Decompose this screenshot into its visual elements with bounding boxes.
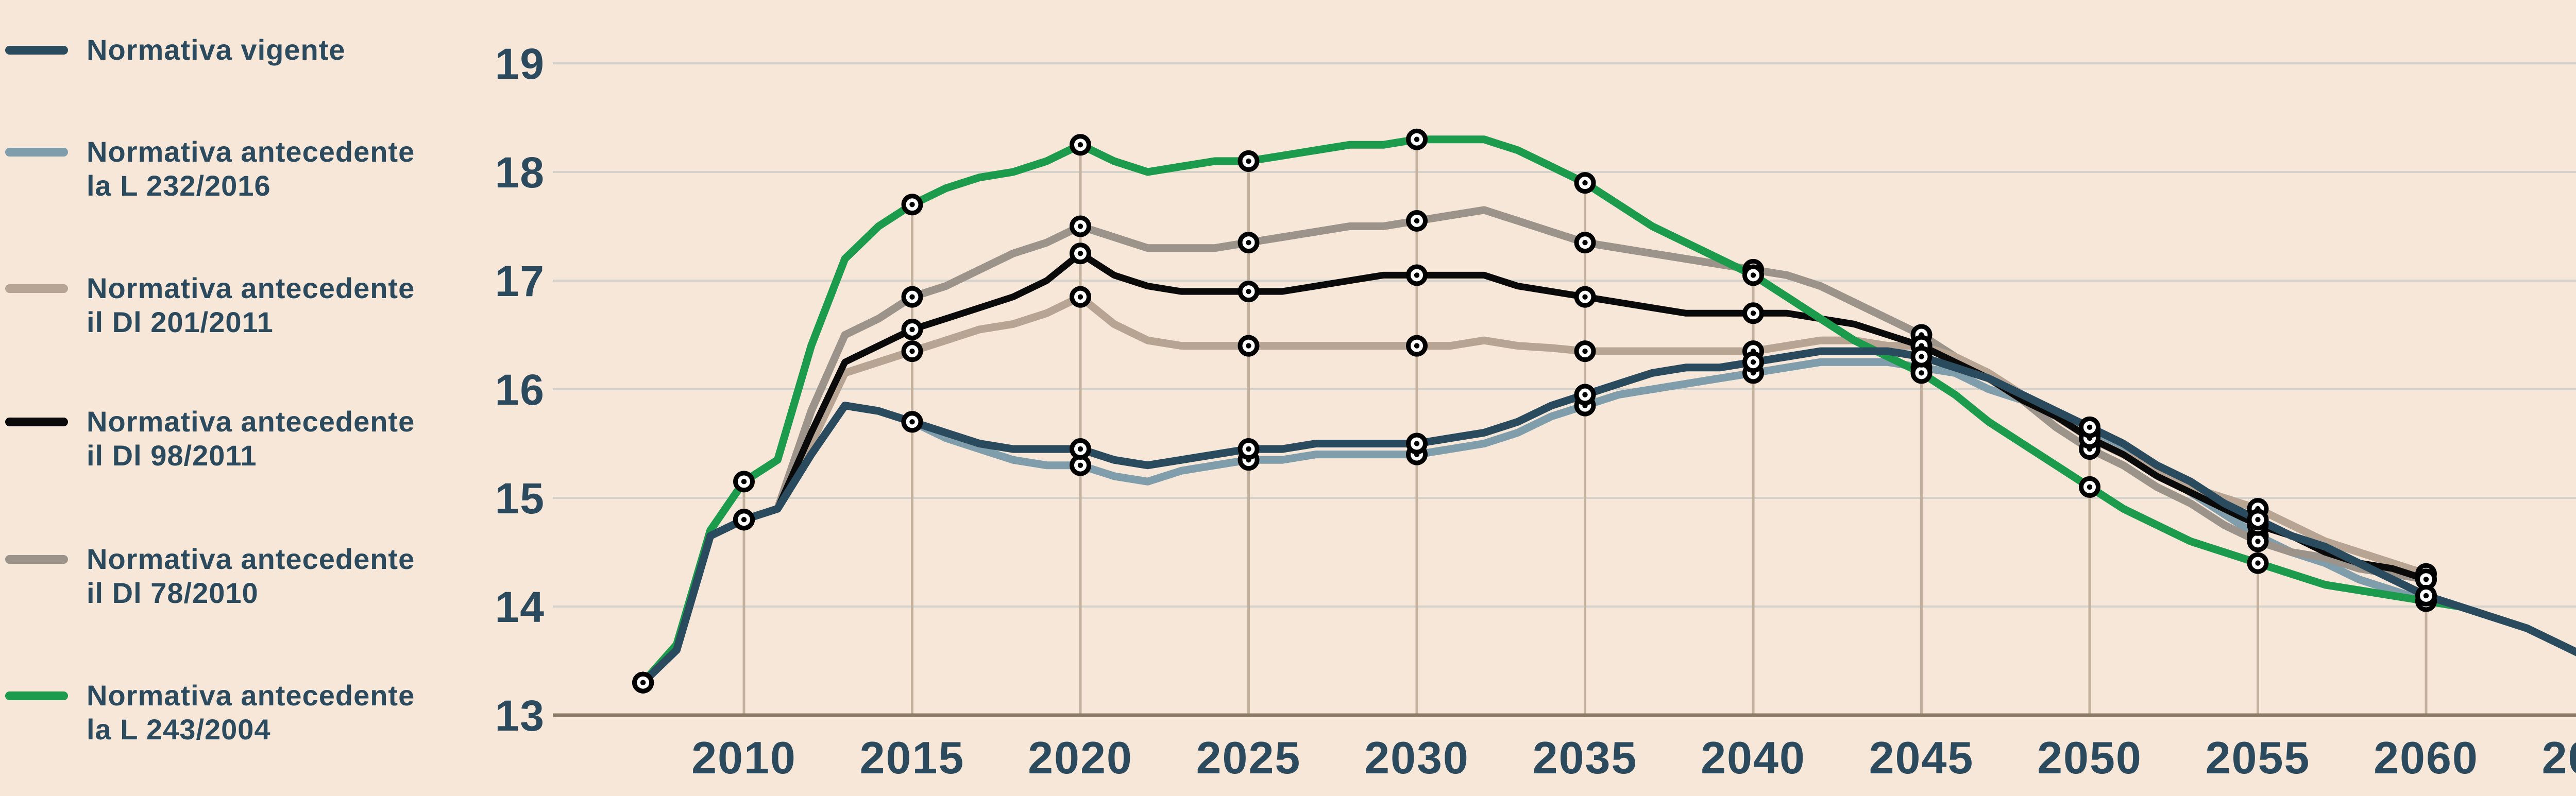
marker-dot-dl78-2030 bbox=[1414, 218, 1420, 224]
marker-dot-vigente-2040 bbox=[1750, 359, 1756, 365]
legend-swatch-dl78 bbox=[5, 555, 68, 564]
y-tick-label-15: 15 bbox=[495, 474, 545, 523]
y-tick-label-18: 18 bbox=[495, 148, 545, 197]
marker-dot-vigente-2025 bbox=[1246, 446, 1251, 452]
marker-dot-l243-2050 bbox=[2087, 484, 2093, 490]
marker-dot-dl201-2035 bbox=[1582, 348, 1588, 354]
legend-label-l243: Normativa antecedente la L 243/2004 bbox=[87, 679, 415, 746]
legend-swatch-dl98 bbox=[5, 418, 68, 426]
marker-dot-dl98-2020 bbox=[1077, 251, 1083, 256]
legend-item-l232: Normativa antecedente la L 232/2016 bbox=[5, 135, 415, 203]
x-tick-label-2020: 2020 bbox=[1028, 732, 1133, 783]
marker-dot-l243-2020 bbox=[1077, 142, 1083, 148]
x-tick-label-2040: 2040 bbox=[1701, 732, 1806, 783]
x-tick-label-2030: 2030 bbox=[1364, 732, 1469, 783]
marker-dot-l243-2010 bbox=[741, 479, 747, 484]
marker-dot-vigente-2045 bbox=[1919, 354, 1924, 359]
marker-dot-dl98-2025 bbox=[1246, 288, 1251, 295]
legend-item-dl78: Normativa antecedente il Dl 78/2010 bbox=[5, 542, 415, 610]
marker-dot-dl78-2015 bbox=[909, 294, 915, 300]
legend-label-l232: Normativa antecedente la L 232/2016 bbox=[87, 135, 415, 202]
x-tick-label-2035: 2035 bbox=[1533, 732, 1638, 783]
marker-dot-dl98-2030 bbox=[1414, 272, 1420, 278]
marker-dot-vigente-2055 bbox=[2255, 517, 2261, 523]
marker-dot-vigente-2007 bbox=[640, 680, 646, 685]
marker-dot-vigente-2020 bbox=[1077, 446, 1083, 452]
marker-dot-l243-2030 bbox=[1414, 136, 1420, 142]
marker-dot-l243-2025 bbox=[1246, 158, 1251, 164]
legend-item-l243: Normativa antecedente la L 243/2004 bbox=[5, 679, 415, 747]
legend: Normativa vigente Normativa antecedente la… bbox=[0, 0, 484, 796]
x-tick-label-2065: 2065 bbox=[2542, 732, 2576, 783]
x-tick-label-2015: 2015 bbox=[860, 732, 965, 783]
series-line-dl98 bbox=[640, 250, 2427, 685]
marker-dot-dl78-2020 bbox=[1077, 223, 1083, 229]
marker-dot-vigente-2030 bbox=[1414, 441, 1420, 446]
marker-dot-dl201-2020 bbox=[1077, 294, 1083, 300]
marker-dot-dl98-2015 bbox=[909, 326, 915, 333]
legend-swatch-dl201 bbox=[5, 284, 68, 293]
x-tick-label-2060: 2060 bbox=[2374, 732, 2479, 783]
series-line-dl78 bbox=[640, 206, 2427, 686]
marker-dot-vigente-2010 bbox=[741, 517, 747, 523]
y-tick-label-14: 14 bbox=[495, 583, 545, 631]
legend-swatch-vigente bbox=[5, 46, 68, 55]
series-line-vigente bbox=[640, 347, 2576, 686]
x-tick-label-2045: 2045 bbox=[1869, 732, 1974, 783]
marker-dot-dl98-2040 bbox=[1750, 310, 1756, 316]
marker-dot-dl98-2060 bbox=[2423, 577, 2429, 582]
marker-dot-vigente-2015 bbox=[909, 419, 915, 425]
marker-dot-l243-2015 bbox=[909, 202, 915, 207]
x-tick-label-2050: 2050 bbox=[2037, 732, 2142, 783]
legend-label-dl78: Normativa antecedente il Dl 78/2010 bbox=[87, 543, 415, 609]
legend-item-dl98: Normativa antecedente il Dl 98/2011 bbox=[5, 405, 415, 473]
marker-dot-dl78-2025 bbox=[1246, 239, 1251, 246]
legend-label-dl201: Normativa antecedente il Dl 201/2011 bbox=[87, 272, 415, 338]
marker-dot-l243-2040 bbox=[1750, 272, 1756, 278]
marker-dot-dl78-2035 bbox=[1582, 239, 1588, 246]
x-tick-label-2025: 2025 bbox=[1196, 732, 1301, 783]
legend-label-vigente: Normativa vigente bbox=[87, 33, 346, 66]
legend-swatch-l232 bbox=[5, 148, 68, 157]
y-tick-label-16: 16 bbox=[495, 366, 545, 414]
legend-swatch-l243 bbox=[5, 691, 68, 700]
series-line-l232 bbox=[640, 358, 2461, 686]
marker-dot-l243-2035 bbox=[1582, 180, 1588, 186]
marker-dot-vigente-2060 bbox=[2423, 593, 2429, 599]
x-tick-label-2010: 2010 bbox=[691, 732, 796, 783]
marker-dot-dl201-2015 bbox=[909, 348, 915, 354]
y-tick-label-13: 13 bbox=[495, 691, 545, 740]
legend-item-vigente: Normativa vigente bbox=[5, 33, 346, 67]
marker-dot-l232-2020 bbox=[1077, 462, 1083, 468]
series-line-l243 bbox=[640, 135, 2461, 685]
marker-dot-vigente-2035 bbox=[1582, 392, 1588, 397]
marker-dot-dl201-2030 bbox=[1414, 343, 1420, 349]
marker-dot-vigente-2050 bbox=[2087, 424, 2093, 430]
marker-dot-l243-2045 bbox=[1919, 370, 1924, 376]
marker-dot-dl98-2035 bbox=[1582, 294, 1588, 300]
y-tick-label-17: 17 bbox=[495, 257, 545, 305]
marker-dot-dl201-2025 bbox=[1246, 343, 1251, 349]
legend-item-dl201: Normativa antecedente il Dl 201/2011 bbox=[5, 271, 415, 339]
x-tick-label-2055: 2055 bbox=[2206, 732, 2311, 783]
marker-dot-dl78-2055 bbox=[2255, 539, 2261, 544]
y-tick-label-19: 19 bbox=[495, 40, 545, 88]
legend-label-dl98: Normativa antecedente il Dl 98/2011 bbox=[87, 405, 415, 472]
marker-dot-l243-2055 bbox=[2255, 560, 2261, 566]
